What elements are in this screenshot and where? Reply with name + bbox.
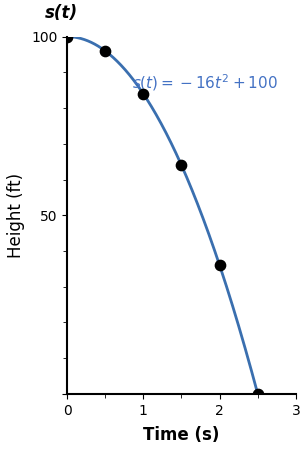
Point bbox=[255, 390, 260, 398]
Point bbox=[103, 47, 108, 55]
Y-axis label: Height (ft): Height (ft) bbox=[7, 173, 25, 258]
Text: $s(t) = -16t^2 + 100$: $s(t) = -16t^2 + 100$ bbox=[132, 73, 278, 93]
Text: s(t): s(t) bbox=[45, 4, 77, 22]
Point bbox=[217, 262, 222, 269]
Point bbox=[65, 33, 70, 40]
X-axis label: Time (s): Time (s) bbox=[143, 426, 220, 444]
Point bbox=[179, 162, 184, 169]
Point bbox=[141, 90, 146, 98]
